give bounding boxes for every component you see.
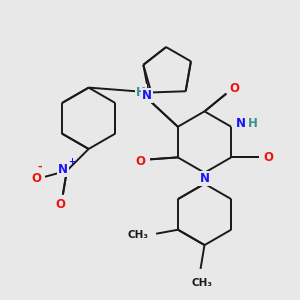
Text: N: N bbox=[142, 89, 152, 102]
Text: O: O bbox=[264, 151, 274, 164]
Text: N: N bbox=[200, 172, 209, 185]
Text: O: O bbox=[229, 82, 239, 95]
Text: H: H bbox=[136, 85, 146, 98]
Text: N: N bbox=[236, 117, 246, 130]
Text: N: N bbox=[58, 163, 68, 176]
Text: CH₃: CH₃ bbox=[191, 278, 212, 288]
Text: -: - bbox=[38, 162, 42, 172]
Text: O: O bbox=[56, 198, 66, 211]
Text: CH₃: CH₃ bbox=[128, 230, 149, 240]
Text: H: H bbox=[248, 117, 258, 130]
Text: +: + bbox=[68, 158, 75, 166]
Text: O: O bbox=[31, 172, 41, 185]
Text: O: O bbox=[135, 155, 145, 168]
